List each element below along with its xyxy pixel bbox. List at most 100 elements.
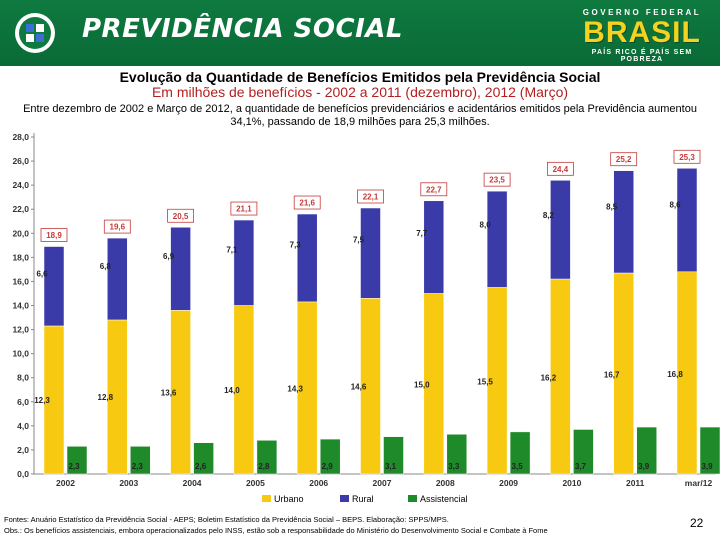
bar-assistencial xyxy=(130,446,151,475)
footer-notes: Fontes: Anuário Estatístico da Previdênc… xyxy=(4,514,684,536)
total-label: 24,4 xyxy=(553,165,569,174)
bar-rural xyxy=(170,227,191,311)
y-tick-label: 22,0 xyxy=(12,204,29,214)
y-tick-label: 4,0 xyxy=(17,421,29,431)
gov-brasil-text: BRASIL xyxy=(583,16,701,49)
legend-rural-text: Rural xyxy=(352,494,374,504)
bar-rural xyxy=(233,219,255,306)
y-tick-label: 14,0 xyxy=(12,301,29,311)
x-tick-label: 2005 xyxy=(246,478,265,488)
total-label: 19,6 xyxy=(110,223,126,232)
total-label: 18,9 xyxy=(46,231,62,240)
bar-assistencial xyxy=(636,426,657,475)
y-tick-label: 18,0 xyxy=(12,252,29,262)
label-rural: 7,7 xyxy=(416,229,428,238)
header-banner: PREVIDÊNCIA SOCIAL GOVERNO FEDERAL BRASI… xyxy=(0,0,720,66)
bar-rural xyxy=(676,168,698,273)
label-assistencial: 2,6 xyxy=(195,462,207,471)
total-label-box xyxy=(230,201,258,216)
label-rural: 8,0 xyxy=(480,221,492,230)
bar-rural xyxy=(550,180,571,280)
bar-rural xyxy=(43,246,65,327)
label-urbano: 14,6 xyxy=(351,383,367,392)
label-urbano: 15,0 xyxy=(414,380,430,389)
total-label-box xyxy=(420,182,448,197)
total-label-box xyxy=(483,172,511,187)
government-logo: GOVERNO FEDERAL BRASIL PAÍS RICO É PAÍS … xyxy=(572,8,712,63)
label-rural: 8,2 xyxy=(543,211,555,220)
y-tick-label: 16,0 xyxy=(12,276,29,286)
label-urbano: 16,7 xyxy=(604,371,620,380)
y-tick-label: 6,0 xyxy=(17,397,29,407)
y-tick-label: 24,0 xyxy=(12,180,29,190)
bar-assistencial xyxy=(446,434,468,475)
gov-slogan-text: PAÍS RICO É PAÍS SEM POBREZA xyxy=(591,49,693,63)
total-label: 25,3 xyxy=(679,153,695,162)
label-assistencial: 3,1 xyxy=(385,462,397,471)
label-urbano: 13,6 xyxy=(161,388,177,397)
total-label-box xyxy=(673,149,701,164)
label-rural: 8,5 xyxy=(606,203,618,212)
label-urbano: 14,0 xyxy=(224,386,240,395)
label-urbano: 14,3 xyxy=(287,384,303,393)
total-label-box xyxy=(610,152,638,167)
total-label: 20,5 xyxy=(173,212,189,221)
bar-assistencial xyxy=(193,442,214,475)
label-rural: 7,3 xyxy=(290,240,302,249)
label-assistencial: 3,3 xyxy=(448,462,460,471)
chart-description: Entre dezembro de 2002 e Março de 2012, … xyxy=(23,103,697,128)
total-label-box xyxy=(103,219,131,234)
x-tick-label: 2007 xyxy=(373,478,392,488)
label-rural: 6,8 xyxy=(100,262,112,271)
footer-sources: Fontes: Anuário Estatístico da Previdênc… xyxy=(4,515,449,524)
total-label: 23,5 xyxy=(489,176,505,185)
total-label-box xyxy=(547,161,574,176)
total-label: 21,6 xyxy=(299,199,315,208)
x-tick-label: 2009 xyxy=(499,478,518,488)
label-assistencial: 2,8 xyxy=(258,462,270,471)
bar-rural xyxy=(423,200,445,294)
y-tick-label: 12,0 xyxy=(12,325,29,335)
legend-assistencial-text: Assistencial xyxy=(420,494,468,504)
bar-rural xyxy=(613,170,634,274)
label-assistencial: 3,9 xyxy=(638,462,650,471)
x-tick-label: 2011 xyxy=(626,478,645,488)
chart-subtitle: Em milhões de benefícios - 2002 a 2011 (… xyxy=(151,84,569,100)
total-label-box xyxy=(357,189,384,204)
chart-title: Evolução da Quantidade de Benefícios Emi… xyxy=(119,69,601,85)
label-urbano: 16,2 xyxy=(541,373,557,382)
label-urbano: 12,3 xyxy=(34,396,50,405)
y-tick-label: 8,0 xyxy=(17,373,29,383)
y-tick-label: 20,0 xyxy=(12,228,29,238)
label-assistencial: 3,7 xyxy=(575,462,587,471)
x-tick-label: 2003 xyxy=(119,478,138,488)
x-tick-label: 2006 xyxy=(309,478,328,488)
benefits-bar-chart: 0,0 2,0 4,0 6,0 8,0 10,0 12,0 14,0 16,0 18,0 20,0 2… xyxy=(12,132,720,504)
bar-assistencial xyxy=(509,431,531,475)
label-rural: 7,5 xyxy=(353,235,365,244)
bar-rural xyxy=(486,190,508,288)
total-label: 21,1 xyxy=(236,205,252,214)
legend-rural-swatch xyxy=(340,495,349,502)
label-assistencial: 3,9 xyxy=(701,462,713,471)
x-tick-label: 2008 xyxy=(436,478,455,488)
label-rural: 6,6 xyxy=(36,270,48,279)
label-urbano: 15,5 xyxy=(477,377,493,386)
y-tick-label: 2,0 xyxy=(17,445,29,455)
label-assistencial: 2,9 xyxy=(322,462,334,471)
x-tick-label: mar/12 xyxy=(685,478,713,488)
legend-assistencial-swatch xyxy=(408,495,417,502)
brand-title: PREVIDÊNCIA SOCIAL xyxy=(82,14,403,44)
bar-assistencial xyxy=(573,429,594,475)
bar-rural xyxy=(360,207,381,299)
gov-top-text: GOVERNO FEDERAL xyxy=(582,8,702,17)
y-tick-label: 10,0 xyxy=(12,349,29,359)
bar-assistencial xyxy=(383,436,404,475)
total-label: 22,1 xyxy=(363,193,379,202)
legend-urbano-swatch xyxy=(262,495,271,502)
x-tick-label: 2004 xyxy=(183,478,202,488)
page-number: 22 xyxy=(690,516,704,530)
x-tick-label: 2010 xyxy=(562,478,581,488)
legend-urbano-text: Urbano xyxy=(274,494,304,504)
label-rural: 8,6 xyxy=(669,201,681,210)
